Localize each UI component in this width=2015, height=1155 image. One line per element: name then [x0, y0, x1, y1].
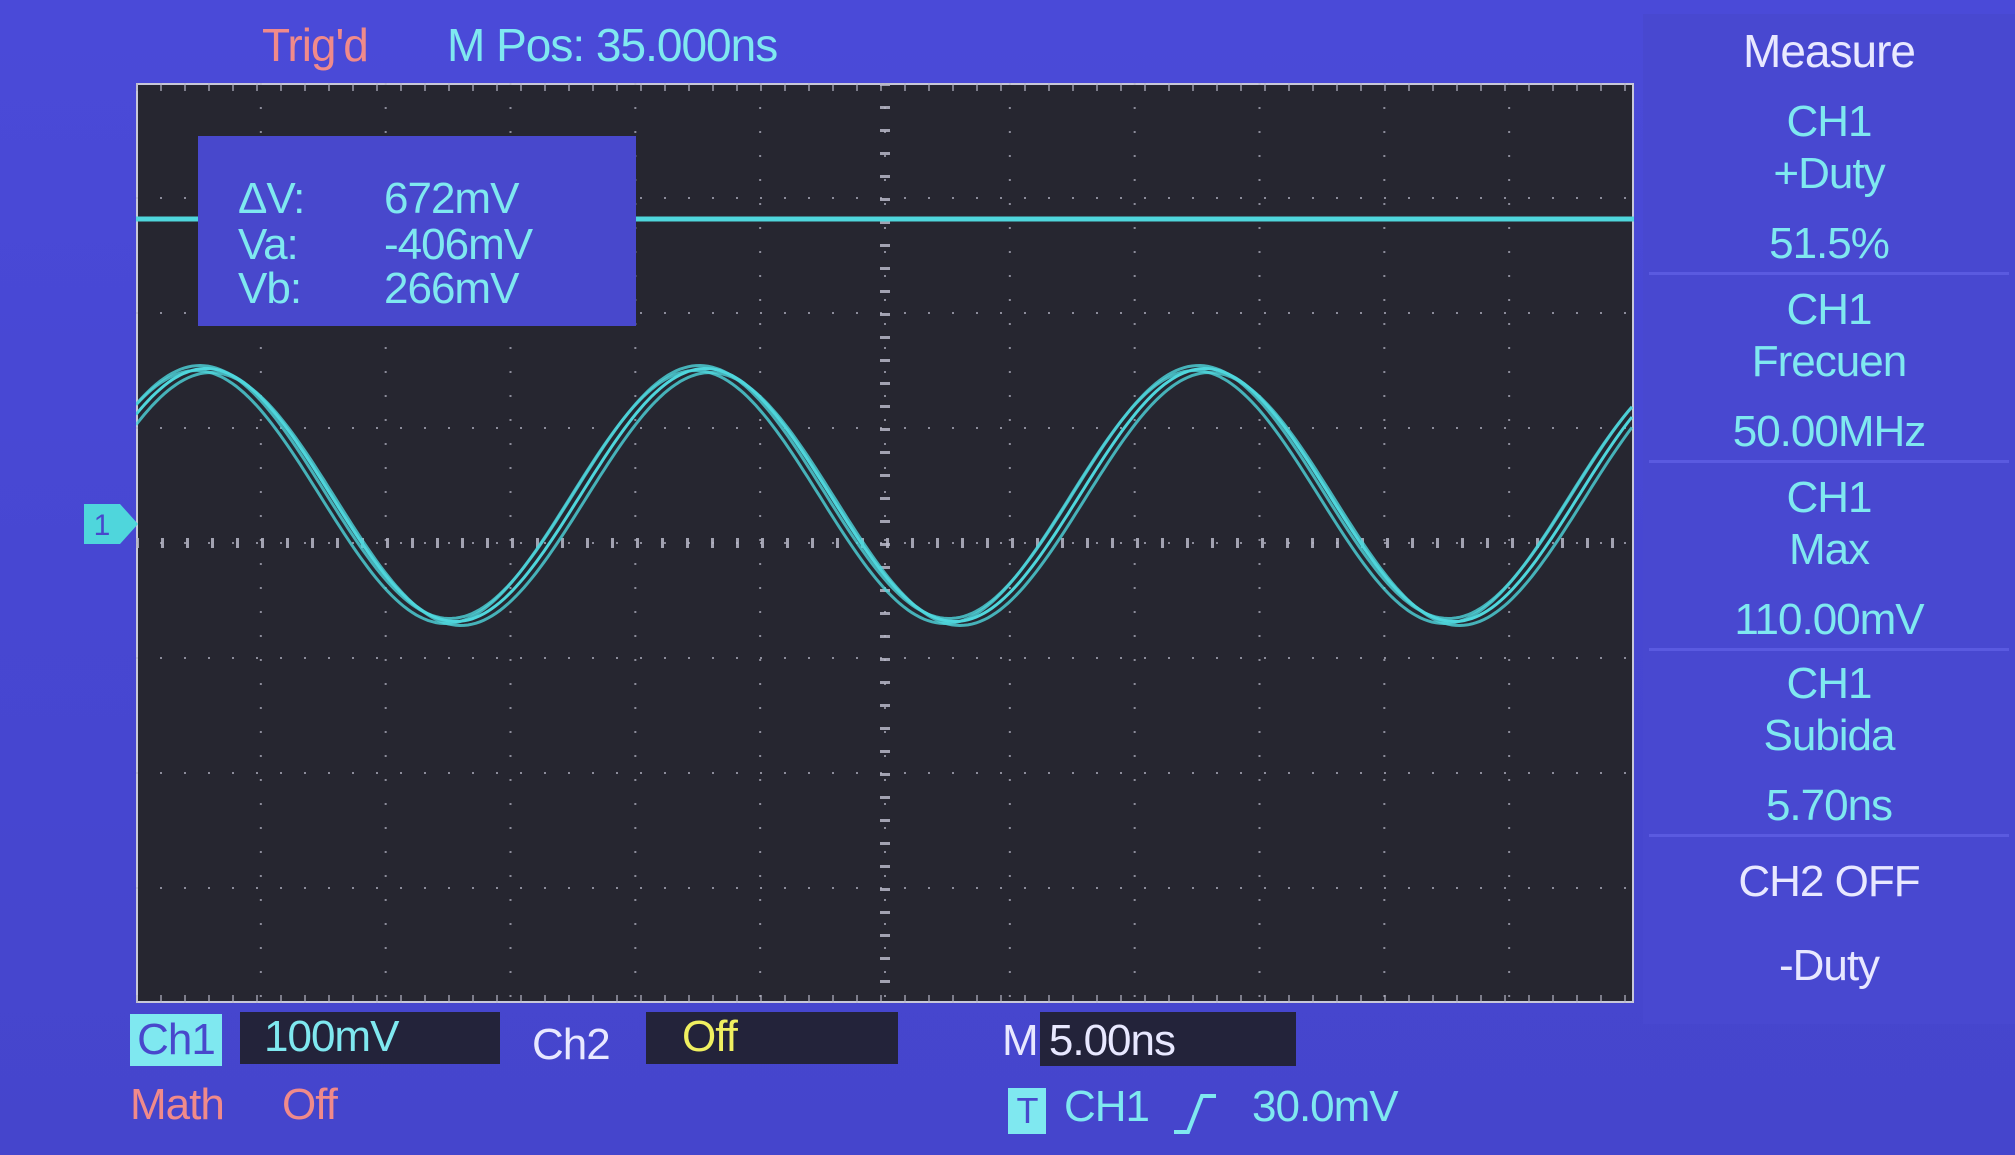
ch1-marker-label: 1 [94, 509, 111, 542]
measure-extra: -Duty [1778, 941, 1880, 990]
panel-divider [1649, 648, 2009, 651]
m-position: M Pos: 35.000ns [447, 19, 778, 71]
ch2-scale: Off [682, 1012, 738, 1061]
cursor-readout: ΔV: 672mV Va: -406mV Vb: 266mV [198, 136, 636, 326]
waveform-grid [136, 83, 1634, 1003]
measure-channel: CH1 [1786, 285, 1872, 334]
ch1-waveform-trace [136, 363, 1634, 621]
panel-divider [1649, 460, 2009, 463]
measure-value: 51.5% [1769, 219, 1890, 268]
panel-title: Measure [1743, 25, 1916, 77]
measure-name: +Duty [1773, 149, 1885, 198]
delta-v-label: ΔV: [238, 174, 305, 223]
delta-v-value: 672mV [384, 174, 519, 223]
math-status: Off [282, 1080, 338, 1129]
timebase-box [1040, 1012, 1296, 1066]
measure-value: 110.00mV [1734, 595, 1924, 644]
va-value: -406mV [384, 220, 533, 269]
measure-name: Subida [1763, 711, 1895, 760]
ch1-ground-marker[interactable]: 1 [84, 504, 138, 544]
ch1-scale-box [240, 1012, 500, 1064]
measure-panel: Measure CH1 +Duty 51.5% CH1 Frecuen 50.0… [1643, 14, 2015, 1024]
measure-name: Max [1788, 525, 1870, 574]
panel-divider [1649, 272, 2009, 275]
timebase[interactable]: M 5.00ns [1002, 1016, 1176, 1065]
measure-value: 50.00MHz [1732, 407, 1927, 456]
measure-channel: CH1 [1786, 473, 1872, 522]
trigger-icon: T [1008, 1088, 1046, 1134]
vb-label: Vb: [238, 264, 302, 313]
ch1-waveform-trace [136, 370, 1634, 628]
vb-value: 266mV [384, 264, 519, 313]
ch2-status: CH2 OFF [1738, 857, 1920, 906]
ch2-label[interactable]: Ch2 [532, 1020, 611, 1069]
measure-value: 5.70ns [1765, 781, 1893, 830]
measure-name: Frecuen [1751, 337, 1907, 386]
trigger-level: 30.0mV [1252, 1082, 1399, 1131]
ch2-scale-box [646, 1012, 898, 1064]
ch1-label[interactable]: Ch1 [130, 1014, 222, 1066]
va-label: Va: [238, 220, 299, 269]
ch1-waveform-trace [136, 368, 1634, 626]
trigger-source[interactable]: CH1 [1064, 1082, 1150, 1131]
trigger-status: Trig'd [262, 19, 369, 71]
rising-edge-icon [1174, 1094, 1216, 1134]
panel-divider [1649, 834, 2009, 837]
ch1-scale: 100mV [264, 1012, 399, 1061]
math-label[interactable]: Math [130, 1080, 225, 1129]
measure-channel: CH1 [1786, 97, 1872, 146]
measure-channel: CH1 [1786, 659, 1872, 708]
